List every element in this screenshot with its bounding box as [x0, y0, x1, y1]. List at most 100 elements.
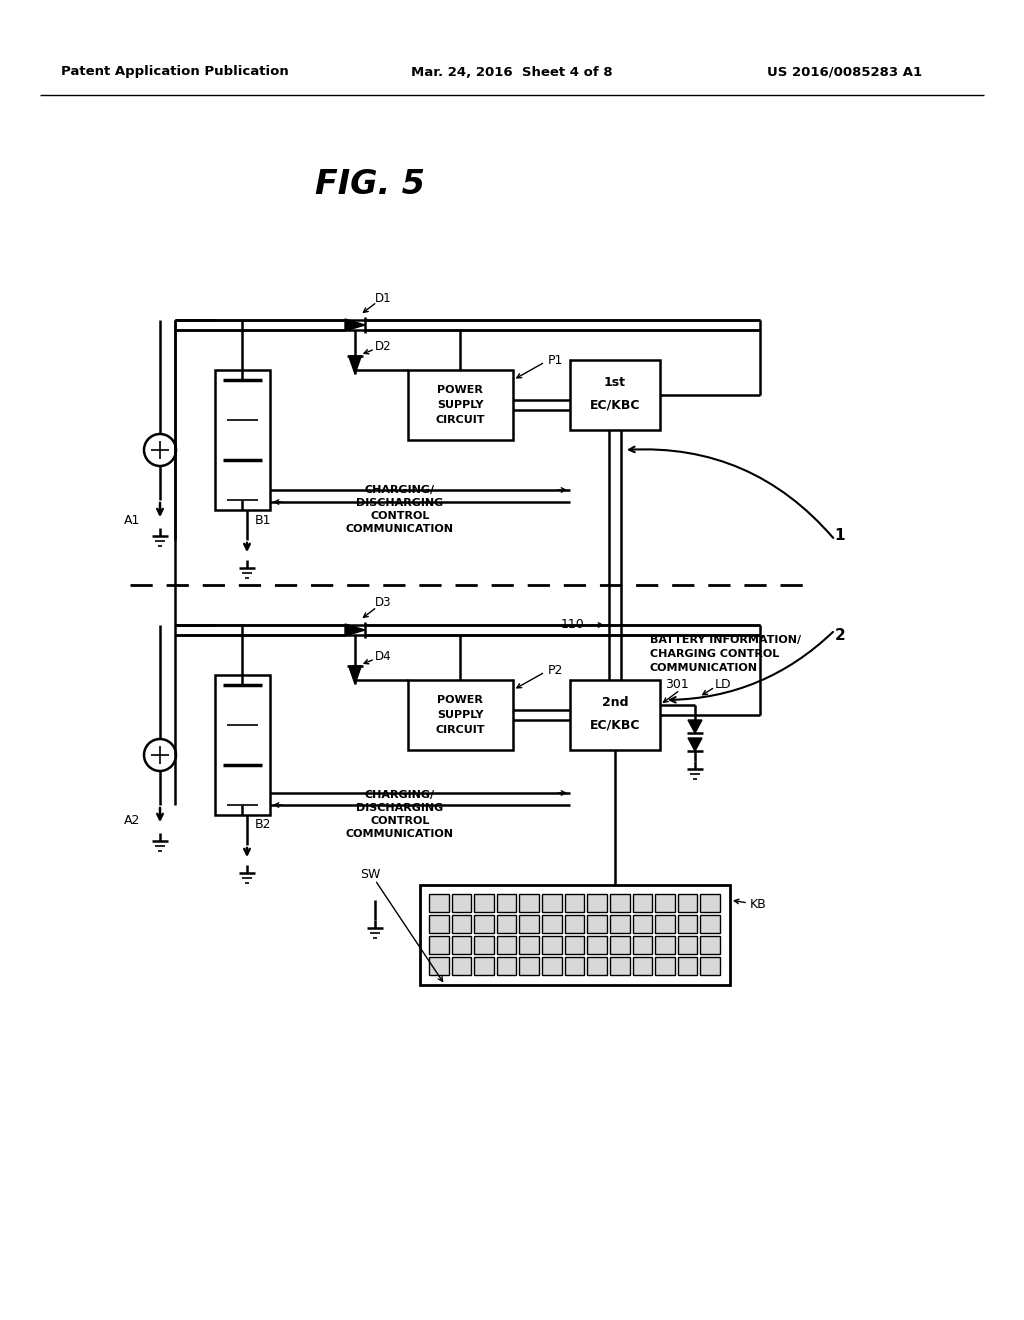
Bar — [588, 957, 607, 975]
Bar — [542, 894, 562, 912]
Bar — [452, 936, 471, 954]
Text: COMMUNICATION: COMMUNICATION — [650, 663, 758, 673]
Text: Mar. 24, 2016  Sheet 4 of 8: Mar. 24, 2016 Sheet 4 of 8 — [412, 66, 612, 78]
Text: CHARGING/: CHARGING/ — [365, 789, 435, 800]
Bar — [633, 915, 652, 933]
Bar — [570, 360, 660, 430]
Bar — [633, 936, 652, 954]
Bar — [497, 936, 516, 954]
Text: SUPPLY: SUPPLY — [437, 710, 483, 719]
Text: P1: P1 — [548, 354, 563, 367]
Bar — [497, 915, 516, 933]
Bar — [519, 936, 539, 954]
Text: POWER: POWER — [437, 696, 483, 705]
Polygon shape — [688, 719, 702, 733]
Bar — [429, 936, 449, 954]
Bar — [564, 936, 585, 954]
Bar — [420, 884, 730, 985]
Text: EC/KBC: EC/KBC — [590, 399, 640, 412]
Text: KB: KB — [750, 899, 767, 912]
Polygon shape — [345, 624, 365, 636]
Bar — [474, 894, 494, 912]
Bar — [429, 957, 449, 975]
Bar — [497, 894, 516, 912]
Bar — [564, 915, 585, 933]
Text: CHARGING CONTROL: CHARGING CONTROL — [650, 649, 779, 659]
Bar — [429, 894, 449, 912]
Text: COMMUNICATION: COMMUNICATION — [346, 829, 454, 840]
Bar — [215, 370, 270, 510]
Bar — [678, 957, 697, 975]
Text: 2: 2 — [835, 627, 846, 643]
Text: 1: 1 — [835, 528, 845, 543]
Text: POWER: POWER — [437, 385, 483, 395]
Text: 301: 301 — [665, 678, 689, 692]
Bar — [452, 915, 471, 933]
Text: DISCHARGING: DISCHARGING — [356, 498, 443, 508]
Bar — [519, 894, 539, 912]
Text: D1: D1 — [375, 292, 391, 305]
Bar — [564, 894, 585, 912]
Text: D2: D2 — [375, 341, 391, 354]
Text: A2: A2 — [124, 813, 140, 826]
Text: LD: LD — [715, 678, 731, 692]
Text: A1: A1 — [124, 513, 140, 527]
Bar — [452, 894, 471, 912]
Text: FIG. 5: FIG. 5 — [315, 169, 425, 202]
Bar — [700, 915, 720, 933]
Bar — [408, 370, 513, 440]
Bar — [610, 936, 630, 954]
Text: CONTROL: CONTROL — [371, 511, 430, 521]
Bar — [570, 680, 660, 750]
Text: 2nd: 2nd — [602, 696, 629, 709]
Bar — [542, 915, 562, 933]
Bar — [700, 936, 720, 954]
Bar — [474, 957, 494, 975]
Polygon shape — [349, 356, 361, 374]
Bar — [655, 936, 675, 954]
Text: EC/KBC: EC/KBC — [590, 718, 640, 731]
Text: CONTROL: CONTROL — [371, 816, 430, 826]
Text: CIRCUIT: CIRCUIT — [435, 414, 484, 425]
Text: SUPPLY: SUPPLY — [437, 400, 483, 411]
Bar — [519, 957, 539, 975]
Text: 110: 110 — [560, 619, 584, 631]
Bar — [474, 936, 494, 954]
Bar — [588, 915, 607, 933]
Bar — [700, 894, 720, 912]
Bar — [497, 957, 516, 975]
Text: CHARGING/: CHARGING/ — [365, 484, 435, 495]
Bar — [610, 894, 630, 912]
Bar — [678, 915, 697, 933]
Text: D4: D4 — [375, 651, 391, 664]
Bar — [588, 894, 607, 912]
Bar — [655, 894, 675, 912]
Polygon shape — [688, 738, 702, 751]
Bar — [610, 915, 630, 933]
Text: US 2016/0085283 A1: US 2016/0085283 A1 — [767, 66, 923, 78]
Bar — [655, 957, 675, 975]
Text: COMMUNICATION: COMMUNICATION — [346, 524, 454, 535]
Bar — [678, 894, 697, 912]
Text: D3: D3 — [375, 597, 391, 610]
Bar — [215, 675, 270, 814]
Bar — [633, 957, 652, 975]
Bar — [655, 915, 675, 933]
Bar — [452, 957, 471, 975]
Text: B1: B1 — [255, 513, 271, 527]
Bar — [408, 680, 513, 750]
Text: Patent Application Publication: Patent Application Publication — [61, 66, 289, 78]
Bar — [429, 915, 449, 933]
Text: BATTERY INFORMATION/: BATTERY INFORMATION/ — [650, 635, 801, 645]
Text: DISCHARGING: DISCHARGING — [356, 803, 443, 813]
Bar — [700, 957, 720, 975]
Bar — [633, 894, 652, 912]
Bar — [542, 957, 562, 975]
Text: CIRCUIT: CIRCUIT — [435, 725, 484, 735]
Bar — [519, 915, 539, 933]
Bar — [588, 936, 607, 954]
Bar — [564, 957, 585, 975]
Bar — [610, 957, 630, 975]
Polygon shape — [349, 667, 361, 684]
Text: B2: B2 — [255, 818, 271, 832]
